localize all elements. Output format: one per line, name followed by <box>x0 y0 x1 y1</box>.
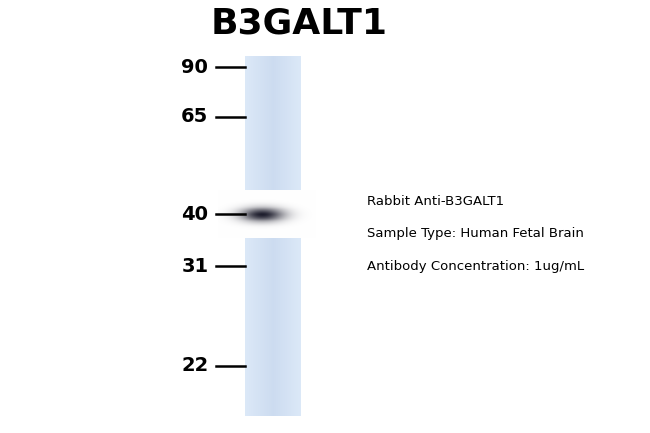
Text: 31: 31 <box>181 257 208 276</box>
Text: 90: 90 <box>181 58 208 77</box>
Text: 65: 65 <box>181 107 208 126</box>
Text: 40: 40 <box>181 205 208 224</box>
Text: Antibody Concentration: 1ug/mL: Antibody Concentration: 1ug/mL <box>367 260 584 273</box>
Text: Sample Type: Human Fetal Brain: Sample Type: Human Fetal Brain <box>367 227 584 240</box>
Text: B3GALT1: B3GALT1 <box>211 7 387 41</box>
Text: Rabbit Anti-B3GALT1: Rabbit Anti-B3GALT1 <box>367 195 504 208</box>
Text: 22: 22 <box>181 356 208 375</box>
